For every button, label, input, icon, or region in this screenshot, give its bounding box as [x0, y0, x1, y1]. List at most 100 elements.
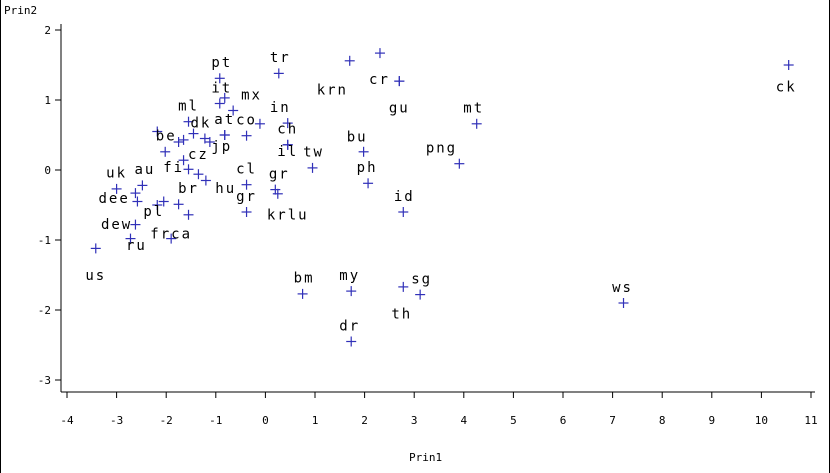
data-point: [130, 188, 141, 199]
data-point: [272, 188, 283, 199]
x-tick-label: 3: [411, 414, 418, 427]
data-point: [188, 128, 199, 139]
y-tick-label: 1: [44, 94, 51, 107]
point-label: hu: [215, 181, 236, 197]
data-point: [363, 178, 374, 189]
point-label: frca: [150, 227, 192, 243]
data-point: [415, 289, 426, 300]
x-tick-label: 9: [708, 414, 715, 427]
x-tick-label: -3: [110, 414, 123, 427]
point-label: be: [156, 129, 177, 145]
point-label: ws: [612, 280, 633, 296]
point-label: gr: [236, 189, 257, 205]
data-point: [297, 288, 308, 299]
point-label: png: [426, 141, 457, 157]
x-tick-label: 5: [510, 414, 517, 427]
point-label: dee: [98, 191, 129, 207]
data-point: [618, 298, 629, 308]
data-point: [219, 92, 230, 103]
point-label: ch: [277, 122, 298, 138]
data-point: [241, 207, 252, 217]
data-point: [200, 175, 211, 186]
data-point: [273, 68, 284, 79]
data-point: [307, 162, 318, 173]
x-tick-label: 1: [312, 414, 319, 427]
point-label: ml: [178, 99, 199, 115]
x-tick-label: 0: [262, 414, 269, 427]
point-label: co: [236, 113, 257, 129]
point-label: il: [277, 144, 298, 160]
y-ticks: -3 -2 -1 0 1 2: [38, 24, 61, 387]
point-label: id: [394, 189, 415, 205]
point-label: br: [178, 181, 199, 197]
y-tick-label: -3: [38, 374, 51, 387]
data-point: [241, 179, 252, 190]
data-point: [166, 233, 177, 244]
point-label: bm: [294, 271, 315, 287]
data-point: [344, 55, 355, 66]
data-point: [270, 184, 281, 195]
point-label: tw: [303, 145, 324, 161]
y-tick-label: 0: [44, 164, 51, 177]
x-tick-label: 6: [560, 414, 567, 427]
data-point: [178, 134, 189, 145]
point-label: mt: [463, 101, 484, 117]
point-label: tr: [270, 50, 291, 66]
point-label: pl: [143, 204, 164, 220]
axes: [60, 24, 815, 393]
point-label: krn: [317, 82, 348, 98]
data-point: [241, 130, 252, 141]
x-tick-label: -1: [209, 414, 222, 427]
data-point: [398, 281, 409, 292]
data-point: [125, 233, 136, 244]
point-label: dr: [339, 318, 360, 334]
point-label: my: [339, 268, 360, 284]
y-tick-label: -1: [38, 234, 51, 247]
data-point: [160, 146, 171, 157]
data-point: [219, 130, 230, 140]
point-label: cr: [369, 72, 390, 88]
x-tick-label: 2: [361, 414, 368, 427]
data-point: [183, 164, 194, 175]
point-label: uk: [106, 166, 127, 182]
data-point: [111, 183, 122, 194]
data-point: [178, 155, 189, 166]
x-tick-label: 11: [804, 414, 817, 427]
data-point: [454, 158, 465, 169]
point-label: pt: [211, 55, 232, 71]
point-label: fi: [163, 160, 184, 176]
data-point: [132, 196, 143, 207]
data-point: [90, 243, 101, 254]
data-point: [358, 146, 369, 157]
y-tick-label: -2: [38, 304, 51, 317]
data-point: [394, 76, 405, 87]
data-point: [346, 286, 357, 297]
data-point: [173, 199, 184, 210]
point-label: krlu: [267, 208, 309, 224]
point-label: us: [85, 268, 106, 284]
point-label: dew: [101, 217, 132, 233]
data-point: [199, 133, 210, 144]
data-point: [214, 98, 225, 109]
point-label: sg: [411, 271, 432, 287]
point-label: in: [270, 100, 291, 116]
x-tick-label: 4: [460, 414, 467, 427]
data-point: [137, 180, 148, 191]
data-point: [282, 118, 293, 129]
data-point: [346, 336, 357, 347]
point-label: ck: [776, 80, 797, 96]
point-label: gu: [389, 101, 410, 117]
point-label: ru: [126, 238, 147, 254]
y-tick-label: 2: [44, 24, 51, 37]
data-point: [471, 118, 482, 129]
x-tick-label: -2: [160, 414, 173, 427]
point-label: mx: [241, 87, 262, 103]
point-label: cz: [188, 147, 209, 163]
point-label: cl: [236, 162, 257, 178]
point-label: dk: [190, 115, 211, 131]
data-point: [254, 118, 265, 129]
data-point: [228, 105, 239, 116]
x-tick-label: 8: [659, 414, 666, 427]
